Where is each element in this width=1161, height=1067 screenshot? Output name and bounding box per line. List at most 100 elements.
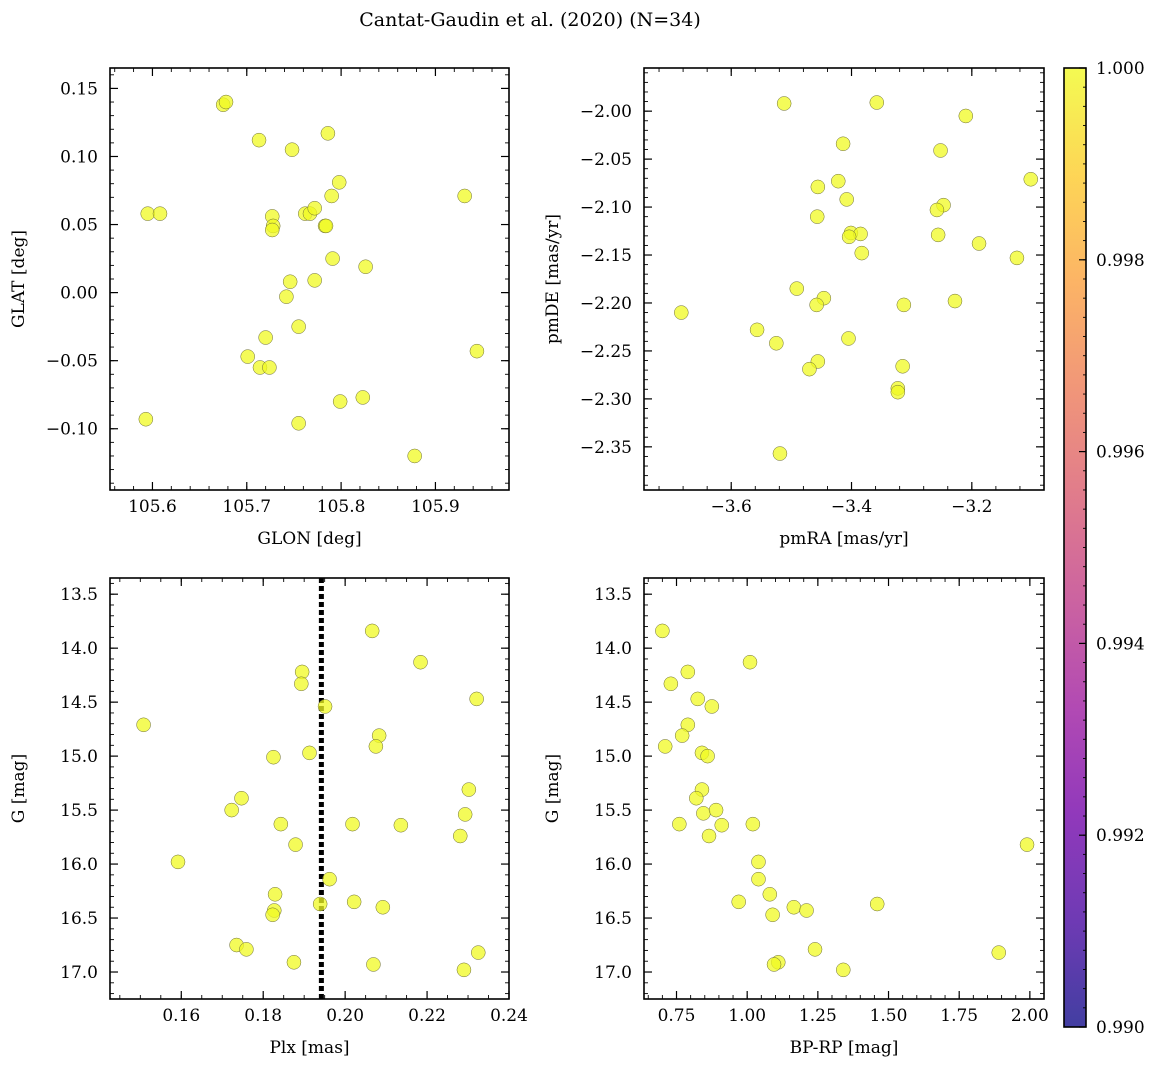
scatter-point	[366, 957, 381, 972]
y-tick-label: 14.5	[594, 693, 632, 713]
y-tick-label: 0.00	[60, 284, 98, 304]
scatter-point	[672, 816, 687, 832]
y-tick-label: 14.0	[60, 639, 98, 659]
x-tick-label: 1.50	[870, 1006, 908, 1026]
scatter-point	[1023, 172, 1039, 187]
x-tick-label: 1.25	[799, 1006, 837, 1026]
y-axis-label: GLAT [deg]	[9, 230, 29, 328]
y-tick-label: 13.5	[594, 585, 632, 605]
scatter-point	[240, 349, 255, 364]
scatter-point	[655, 623, 670, 639]
y-tick-label: 14.5	[60, 693, 98, 713]
scatter-point	[749, 322, 765, 338]
y-tick-label: 17.0	[594, 963, 632, 983]
scatter-point	[346, 894, 362, 910]
scatter-point	[312, 896, 328, 912]
y-axis-label: pmDE [mas/yr]	[543, 214, 563, 344]
y-tick-label: 15.0	[60, 747, 98, 767]
scatter-point	[663, 676, 679, 692]
y-tick-label: 16.5	[60, 909, 98, 929]
scatter-point	[751, 871, 766, 887]
scatter-point	[267, 887, 283, 902]
scatter-point	[809, 297, 824, 313]
x-tick-label: 105.8	[317, 497, 366, 517]
scatter-point	[258, 330, 273, 345]
x-tick-label: 105.7	[222, 497, 271, 517]
scatter-point	[413, 654, 428, 670]
scatter-point	[933, 143, 948, 158]
scatter-point	[273, 816, 289, 832]
x-axis-label: GLON [deg]	[257, 529, 361, 549]
scatter-point	[704, 699, 720, 714]
scatter-point	[456, 962, 472, 978]
scatter-point	[701, 828, 717, 844]
y-tick-label: −2.30	[580, 390, 632, 410]
scatter-point	[766, 957, 782, 972]
scatter-point	[776, 96, 792, 111]
scatter-point	[742, 654, 758, 670]
scatter-point	[947, 293, 963, 309]
scatter-point	[170, 854, 186, 870]
scatter-point	[696, 806, 711, 821]
x-tick-label: 0.18	[244, 1006, 282, 1026]
x-tick-label: 0.75	[658, 1006, 696, 1026]
scatter-point	[279, 289, 294, 304]
colorbar: 0.990 0.992 0.994 0.996 0.998 1.000	[1063, 59, 1145, 1038]
scatter-point	[469, 343, 485, 359]
plot-frame	[109, 577, 510, 1000]
scatter-point	[810, 179, 826, 195]
scatter-point	[765, 907, 780, 923]
scatter-point	[291, 319, 306, 334]
scatter-point	[958, 108, 974, 124]
scatter-point	[690, 691, 705, 707]
scatter-point	[407, 448, 422, 464]
scatter-point	[286, 955, 302, 970]
x-axis-label: Plx [mas]	[269, 1038, 349, 1058]
scatter-point	[332, 394, 348, 409]
y-tick-label: 14.0	[594, 639, 632, 659]
scatter-point	[284, 142, 300, 157]
scatter-point	[689, 790, 704, 806]
scatter-point	[266, 749, 281, 765]
scatter-point	[264, 222, 280, 238]
scatter-point	[674, 728, 690, 743]
scatter-point	[457, 807, 473, 822]
y-tick-label: 0.10	[60, 147, 98, 167]
panel-bprp-g: 0.75 1.00 1.25 1.50 1.75 2.00 13.5 14.0 14.5 15.0…	[543, 577, 1049, 1058]
scatter-point	[239, 942, 254, 957]
scatter-point	[841, 331, 856, 346]
colorbar-tick-label: 0.998	[1096, 251, 1145, 271]
scatter-point	[318, 218, 334, 234]
y-tick-label: −2.15	[580, 246, 632, 266]
scatter-point	[745, 816, 761, 832]
scatter-point	[841, 229, 857, 245]
x-tick-label: 1.00	[728, 1006, 766, 1026]
scatter-point	[345, 816, 360, 832]
scatter-point	[453, 828, 468, 844]
scatter-point	[469, 691, 484, 707]
y-axis-label: G [mag]	[9, 754, 29, 823]
scatter-point	[140, 206, 155, 221]
colorbar-tick-label: 0.994	[1096, 634, 1145, 654]
colorbar-gradient	[1064, 68, 1086, 1027]
scatter-point	[325, 251, 340, 266]
scatter-point	[322, 871, 337, 887]
scatter-point	[890, 384, 906, 400]
scatter-point	[331, 175, 347, 190]
chart-title: Cantat-Gaudin et al. (2020) (N=34)	[359, 9, 701, 31]
y-tick-label: −2.25	[580, 342, 632, 362]
y-axis-label: G [mag]	[543, 754, 563, 823]
y-tick-label: −2.10	[580, 198, 632, 218]
x-axis-label: BP-RP [mag]	[790, 1038, 899, 1058]
scatter-point	[234, 790, 249, 806]
scatter-point	[971, 236, 987, 251]
x-tick-label: 105.9	[411, 497, 460, 517]
scatter-point	[751, 854, 766, 870]
panel-glon-glat: 105.6 105.7 105.8 105.9 −0.10 −0.05 0.00 0.05 0.…	[9, 67, 510, 549]
scatter-point	[138, 411, 154, 427]
scatter-point	[762, 887, 778, 902]
y-tick-label: 16.5	[594, 909, 632, 929]
y-tick-label: 15.5	[594, 801, 632, 821]
y-tick-label: 15.5	[60, 801, 98, 821]
